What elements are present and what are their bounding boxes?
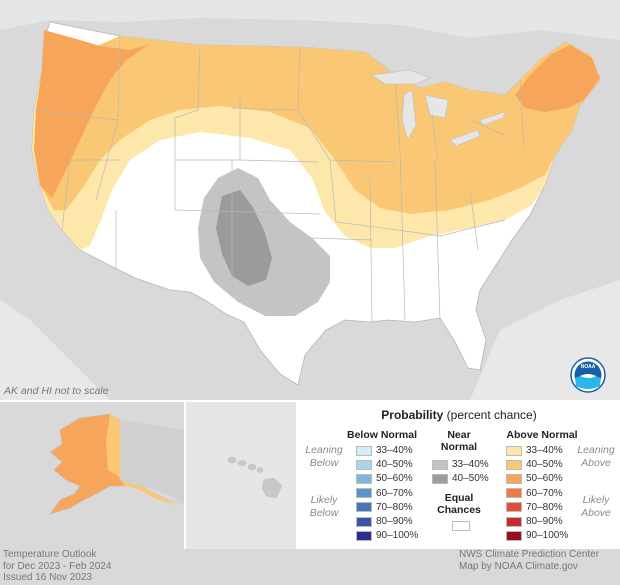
canada-yukon <box>120 420 184 505</box>
below-normal-heading: Below Normal <box>346 429 417 441</box>
equal-chances-swatch <box>452 521 470 531</box>
above-row-5: 80–90% <box>506 515 563 528</box>
near-normal-line2: Normal <box>440 441 478 453</box>
likely-above-label: Likely Above <box>581 494 611 519</box>
hawaii-islands <box>227 456 283 499</box>
above-row-3: 60–70% <box>506 487 563 500</box>
above-row-0: 33–40% <box>506 444 563 457</box>
below-row-2: 50–60% <box>356 472 413 485</box>
above-row-1: 40–50% <box>506 458 563 471</box>
above-swatch-5 <box>506 516 522 527</box>
below-swatch-5 <box>356 516 372 527</box>
above-40-50-region <box>34 36 600 214</box>
credit-line1: NWS Climate Prediction Center <box>459 549 600 560</box>
above-label-6: 90–100% <box>526 530 569 542</box>
above-swatch-6 <box>506 530 522 541</box>
alaska-above-40-50 <box>106 414 178 506</box>
equal-chances-heading: Equal Chances <box>434 492 484 516</box>
near-label-1: 40–50% <box>452 473 489 485</box>
near-label-0: 33–40% <box>452 459 489 470</box>
below-label-6: 90–100% <box>376 530 419 542</box>
caption-line2: for Dec 2023 - Feb 2024 <box>3 560 112 572</box>
leaning-below-label: Leaning Below <box>305 444 343 469</box>
above-50-60-west <box>34 30 150 198</box>
below-row-0: 33–40% <box>356 444 413 457</box>
below-swatch-0 <box>356 445 372 456</box>
near-row-1: 40–50% <box>432 472 489 485</box>
below-row-4: 70–80% <box>356 501 413 514</box>
above-50-60-northeast <box>515 45 600 112</box>
below-label-1: 40–50% <box>376 459 413 471</box>
near-swatch-0 <box>432 459 448 470</box>
noaa-logo-text: NOAA <box>581 364 596 370</box>
legend-title-rest: (percent chance) <box>446 408 537 422</box>
below-swatch-4 <box>356 502 372 513</box>
below-label-0: 33–40% <box>376 445 413 456</box>
below-swatch-1 <box>356 459 372 470</box>
near-normal-heading: Near Normal <box>434 429 484 453</box>
below-label-5: 80–90% <box>376 516 413 527</box>
below-label-2: 50–60% <box>376 473 413 485</box>
above-row-4: 70–80% <box>506 501 563 514</box>
state-boundaries <box>33 35 525 323</box>
above-row-2: 50–60% <box>506 472 563 485</box>
near-row-0: 33–40% <box>432 458 489 471</box>
equal-line2: Chances <box>437 504 481 516</box>
above-label-4: 70–80% <box>526 501 563 513</box>
above-swatch-4 <box>506 502 522 513</box>
below-swatch-2 <box>356 473 372 484</box>
likely-below-label: Likely Below <box>309 494 339 519</box>
above-swatch-0 <box>506 445 522 456</box>
caption-line1: Temperature Outlook <box>3 549 97 560</box>
below-row-1: 40–50% <box>356 458 413 471</box>
above-label-2: 50–60% <box>526 473 563 485</box>
near-swatch-1 <box>432 473 448 484</box>
canada-region <box>0 0 620 40</box>
great-lakes <box>371 69 506 147</box>
above-label-5: 80–90% <box>526 516 563 527</box>
near-40-50-region <box>216 190 272 286</box>
above-row-6: 90–100% <box>506 529 568 542</box>
above-swatch-1 <box>506 459 522 470</box>
below-swatch-6 <box>356 530 372 541</box>
legend-title-bold: Probability <box>381 408 444 422</box>
credit-line2: Map by NOAA Climate.gov <box>459 560 578 572</box>
legend-title: Probability (percent chance) <box>298 408 620 422</box>
above-normal-heading: Above Normal <box>506 429 578 441</box>
hawaii-panel <box>186 402 296 549</box>
leaning-above-label: Leaning Above <box>577 444 615 469</box>
outlook-caption: Temperature Outlook for Dec 2023 - Feb 2… <box>3 549 111 584</box>
below-label-3: 60–70% <box>376 487 413 499</box>
below-swatch-3 <box>356 488 372 499</box>
scale-note: AK and HI not to scale <box>4 385 109 397</box>
above-label-0: 33–40% <box>526 445 563 456</box>
noaa-logo <box>570 357 606 393</box>
caption-line3: Issued 16 Nov 2023 <box>3 572 92 583</box>
near-normal-line1: Near <box>447 429 471 441</box>
below-row-5: 80–90% <box>356 515 413 528</box>
above-swatch-2 <box>506 473 522 484</box>
pacific-ocean <box>0 300 110 400</box>
below-row-6: 90–100% <box>356 529 418 542</box>
below-row-3: 60–70% <box>356 487 413 500</box>
below-label-4: 70–80% <box>376 501 413 513</box>
credit-caption: NWS Climate Prediction Center Map by NOA… <box>459 549 617 572</box>
above-label-1: 40–50% <box>526 459 563 471</box>
legend-panel: Probability (percent chance) Below Norma… <box>298 402 620 549</box>
above-label-3: 60–70% <box>526 487 563 499</box>
equal-line1: Equal <box>444 492 474 504</box>
above-swatch-3 <box>506 488 522 499</box>
